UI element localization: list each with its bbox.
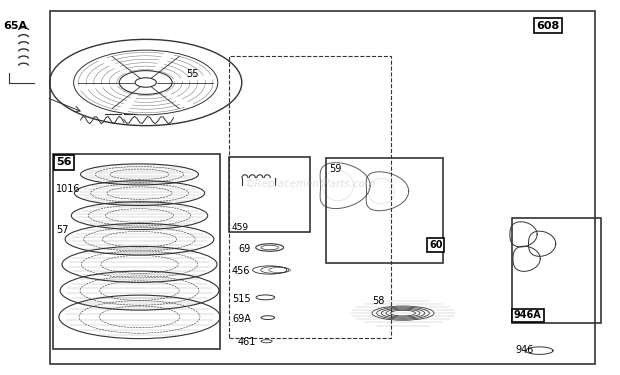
Text: 608: 608 [536,21,559,31]
Text: 65A: 65A [3,21,27,31]
Bar [229,158,310,232]
Text: 515: 515 [232,294,250,304]
Text: 69A: 69A [232,314,250,324]
Text: 461: 461 [237,337,256,347]
Bar [326,158,443,262]
Text: 456: 456 [232,266,250,276]
Text: 1016: 1016 [56,184,81,194]
Text: 459: 459 [232,224,249,232]
Bar [512,217,601,322]
Text: 58: 58 [372,296,384,306]
Text: 60: 60 [429,240,443,250]
Text: 57: 57 [56,225,68,235]
Text: 69: 69 [238,244,250,254]
Text: 56: 56 [56,158,71,168]
Text: 59: 59 [329,164,342,174]
Text: ©ReplacementParts.com: ©ReplacementParts.com [244,179,376,189]
Bar [50,11,595,364]
Bar [229,56,391,338]
Text: 946: 946 [515,345,534,355]
Text: 946A: 946A [514,310,542,321]
Bar [53,154,220,349]
Text: 55: 55 [186,69,198,80]
